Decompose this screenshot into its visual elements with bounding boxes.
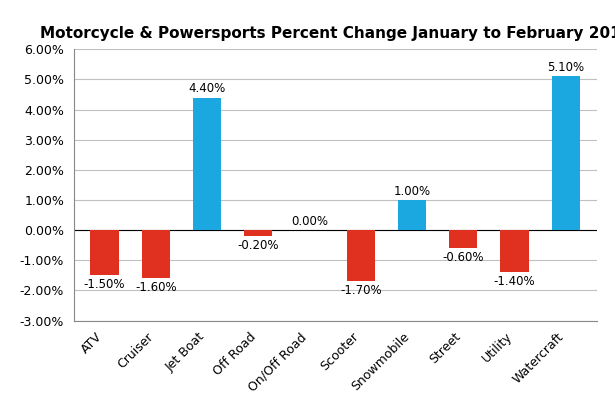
Bar	[552, 76, 580, 230]
Text: 0.00%: 0.00%	[291, 215, 328, 228]
Text: 1.00%: 1.00%	[394, 185, 430, 198]
Bar	[141, 230, 170, 278]
Text: -1.60%: -1.60%	[135, 281, 177, 294]
Text: 4.40%: 4.40%	[188, 82, 226, 95]
Text: -1.50%: -1.50%	[84, 278, 125, 291]
Text: -1.70%: -1.70%	[340, 284, 382, 297]
Bar	[90, 230, 119, 275]
Bar	[398, 200, 426, 230]
Title: Motorcycle & Powersports Percent Change January to February 2017: Motorcycle & Powersports Percent Change …	[39, 26, 615, 41]
Bar	[244, 230, 272, 236]
Bar	[347, 230, 375, 282]
Bar	[449, 230, 477, 248]
Text: -0.60%: -0.60%	[443, 251, 484, 263]
Text: -0.20%: -0.20%	[237, 239, 279, 252]
Text: 5.10%: 5.10%	[547, 61, 584, 74]
Bar	[193, 97, 221, 230]
Text: -1.40%: -1.40%	[494, 275, 536, 288]
Bar	[501, 230, 529, 272]
